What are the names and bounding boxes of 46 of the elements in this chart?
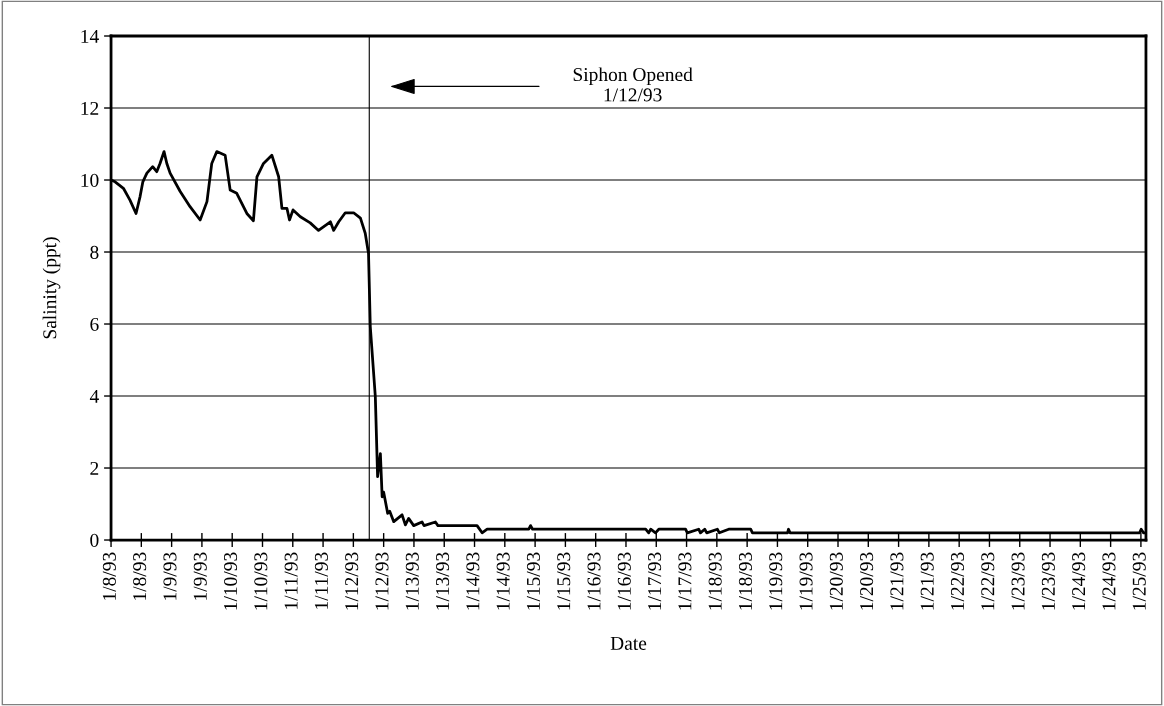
- x-tick-label: 1/11/93: [314, 552, 328, 609]
- x-tick-label: 1/9/93: [193, 552, 207, 600]
- x-tick-label: 1/23/93: [1011, 552, 1025, 610]
- x-tick-label: 1/10/93: [254, 552, 268, 610]
- x-tick-label: 1/15/93: [526, 552, 540, 610]
- x-tick-label: 1/22/93: [950, 552, 965, 610]
- x-tick-label: 1/16/93: [617, 552, 631, 610]
- x-tick-label: 1/21/93: [920, 552, 934, 610]
- x-tick-label: 1/13/93: [436, 552, 450, 610]
- y-tick-label: 2: [90, 461, 99, 475]
- x-tick-label: 1/20/93: [860, 552, 874, 610]
- y-tick-label: 14: [81, 29, 99, 43]
- x-tick-label: 1/14/93: [496, 552, 510, 610]
- x-tick-label: 1/24/93: [1102, 552, 1116, 610]
- x-tick-label: 1/21/93: [890, 552, 904, 610]
- x-tick-label: 1/20/93: [829, 552, 843, 610]
- x-tick-label: 1/18/93: [738, 552, 753, 610]
- x-tick-label: 1/15/93: [557, 552, 571, 610]
- y-tick-label: 8: [90, 245, 99, 259]
- x-tick-label: 1/12/93: [375, 552, 389, 610]
- x-tick-label: 1/19/93: [799, 552, 813, 610]
- y-tick-label: 4: [89, 389, 99, 403]
- x-tick-label: 1/12/93: [345, 552, 359, 610]
- x-tick-label: 1/17/93: [678, 552, 692, 610]
- annotation: Siphon Opened 1/12/93: [573, 67, 693, 102]
- y-tick-label: 0: [90, 533, 99, 547]
- x-tick-label: 1/18/93: [708, 552, 722, 610]
- x-tick-label: 1/23/93: [1041, 552, 1055, 610]
- x-tick-label: 1/22/93: [981, 552, 995, 610]
- x-tick-label: 1/16/93: [587, 552, 601, 610]
- x-tick-label: 1/17/93: [648, 552, 662, 610]
- x-tick-label: 1/8/93: [102, 552, 116, 600]
- y-axis-title: Salinity (ppt): [42, 237, 61, 339]
- x-tick-label: 1/8/93: [133, 552, 147, 600]
- x-tick-label: 1/10/93: [223, 552, 238, 610]
- y-tick-label: 10: [81, 173, 99, 187]
- x-tick-label: 1/11/93: [284, 552, 298, 609]
- x-tick-label: 1/25/93: [1132, 552, 1146, 610]
- x-tick-label: 1/13/93: [405, 552, 419, 610]
- y-tick-label: 12: [81, 101, 99, 115]
- x-axis-title: Date: [610, 637, 647, 650]
- x-tick-label: 1/14/93: [466, 552, 480, 610]
- x-tick-label: 1/24/93: [1072, 552, 1086, 610]
- x-tick-label: 1/9/93: [163, 552, 177, 600]
- x-tick-label: 1/19/93: [769, 552, 783, 610]
- y-tick-label: 6: [90, 317, 99, 331]
